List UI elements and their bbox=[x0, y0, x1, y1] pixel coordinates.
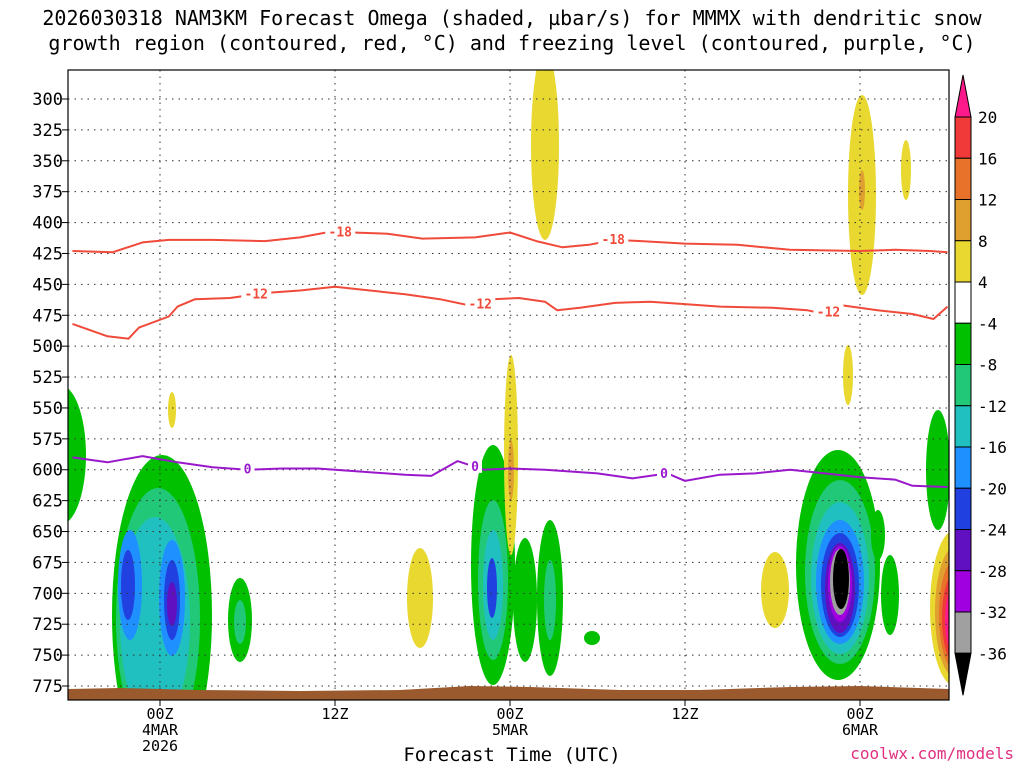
colorbar-swatch bbox=[954, 529, 972, 572]
contour-label: 0 bbox=[660, 467, 668, 482]
contour-label: -18 bbox=[602, 233, 626, 248]
x-tick-label: 00Z bbox=[846, 705, 873, 723]
colorbar-label: 4 bbox=[978, 273, 988, 292]
y-tick-label: 750 bbox=[32, 646, 63, 666]
colorbar-label: -32 bbox=[978, 603, 1007, 622]
y-tick-label: 500 bbox=[32, 337, 63, 357]
terrain-surface bbox=[68, 686, 949, 700]
colorbar-label: 12 bbox=[978, 191, 997, 210]
colorbar-label: -12 bbox=[978, 397, 1007, 416]
y-tick-label: 775 bbox=[32, 677, 63, 697]
ascent-cell-00z-4mar bbox=[68, 388, 252, 700]
chart-title: 2026030318 NAM3KM Forecast Omega (shaded… bbox=[0, 6, 1024, 56]
contour-label-bg bbox=[325, 224, 356, 239]
colorbar-label: -4 bbox=[978, 314, 997, 333]
chart-title-line1: 2026030318 NAM3KM Forecast Omega (shaded… bbox=[42, 6, 982, 30]
colorbar-swatch bbox=[954, 157, 972, 200]
colorbar-swatch bbox=[954, 199, 972, 242]
y-tick-label: 725 bbox=[32, 615, 63, 635]
plot-frame bbox=[67, 69, 950, 701]
colorbar-swatch-top bbox=[954, 74, 972, 118]
colorbar-swatch bbox=[954, 487, 972, 530]
y-tick-label: 425 bbox=[32, 244, 63, 264]
credit-link[interactable]: coolwx.com/models bbox=[850, 744, 1014, 763]
y-tick-label: 375 bbox=[32, 183, 63, 203]
colorbar-swatch-bottom bbox=[954, 652, 972, 696]
colorbar-label: 16 bbox=[978, 149, 997, 168]
ascent-cell-00z-6mar bbox=[761, 95, 949, 684]
y-tick-label: 675 bbox=[32, 553, 63, 573]
colorbar-swatch bbox=[954, 405, 972, 448]
ascent-cell-00z-5mar bbox=[407, 70, 600, 685]
y-tick-label: 475 bbox=[32, 306, 63, 326]
x-tick-label: 00Z bbox=[496, 705, 523, 723]
x-tick-label: 6MAR bbox=[842, 721, 879, 739]
y-tick-label: 575 bbox=[32, 430, 63, 450]
contour-label-bg bbox=[598, 232, 629, 247]
y-tick-label: 325 bbox=[32, 121, 63, 141]
x-tick-label: 12Z bbox=[321, 705, 348, 723]
colorbar-swatch bbox=[954, 446, 972, 489]
contour-dgz_minus18 bbox=[72, 231, 948, 254]
grid-layer bbox=[68, 70, 949, 700]
contour-label: 0 bbox=[244, 463, 252, 478]
y-axis: 300 325 350 375 400 425 450 475 500 525 550 575 600 6… bbox=[32, 90, 68, 697]
colorbar-label: -8 bbox=[978, 356, 997, 375]
colorbar: 20 16 12 8 4 -4 -8 -12 -16 -20 -24 -28 -32 -36 bbox=[954, 74, 1007, 696]
y-tick-label: 400 bbox=[32, 214, 63, 234]
contour-freezing_level bbox=[72, 455, 948, 488]
y-tick-label: 700 bbox=[32, 584, 63, 604]
y-tick-label: 625 bbox=[32, 492, 63, 512]
x-tick-label: 4MAR bbox=[142, 721, 179, 739]
y-tick-label: 550 bbox=[32, 399, 63, 419]
contour-label: -12 bbox=[817, 305, 840, 320]
y-tick-label: 650 bbox=[32, 523, 63, 543]
x-tick-label: 5MAR bbox=[492, 721, 529, 739]
colorbar-swatch bbox=[954, 364, 972, 407]
y-tick-label: 300 bbox=[32, 90, 63, 110]
contour-label: 0 bbox=[471, 460, 479, 475]
chart-title-line2: growth region (contoured, red, °C) and f… bbox=[48, 31, 976, 55]
y-tick-label: 525 bbox=[32, 368, 63, 388]
contour-label: -12 bbox=[245, 287, 268, 302]
colorbar-label: 8 bbox=[978, 232, 988, 251]
colorbar-label: -36 bbox=[978, 644, 1007, 663]
contour-layer: -18 -18 -12 -12 -12 0 0 0 bbox=[72, 224, 949, 488]
colorbar-swatch bbox=[954, 570, 972, 613]
colorbar-swatch bbox=[954, 116, 972, 159]
x-tick-label: 2026 bbox=[142, 737, 178, 755]
colorbar-swatch bbox=[954, 611, 972, 654]
colorbar-swatch bbox=[954, 240, 972, 283]
colorbar-label: -28 bbox=[978, 562, 1007, 581]
y-tick-label: 350 bbox=[32, 152, 63, 172]
terrain-layer bbox=[68, 686, 949, 700]
colorbar-label: -20 bbox=[978, 479, 1007, 498]
colorbar-label: 20 bbox=[978, 108, 997, 127]
contour-label-bg bbox=[241, 286, 272, 301]
contour-label: -12 bbox=[469, 297, 492, 312]
colorbar-label: -16 bbox=[978, 438, 1007, 457]
y-tick-label: 450 bbox=[32, 275, 63, 295]
x-tick-label: 00Z bbox=[146, 705, 173, 723]
contour-label-bg bbox=[465, 296, 496, 311]
omega-shading-layer bbox=[68, 70, 949, 700]
contour-label-bg bbox=[657, 465, 671, 480]
y-tick-label: 600 bbox=[32, 461, 63, 481]
contour-label-bg bbox=[240, 461, 255, 476]
colorbar-swatch bbox=[954, 281, 972, 324]
x-tick-label: 12Z bbox=[671, 705, 698, 723]
x-axis-title: Forecast Time (UTC) bbox=[403, 744, 621, 766]
contour-label: -18 bbox=[329, 225, 353, 240]
colorbar-swatch bbox=[954, 322, 972, 365]
contour-label-bg bbox=[468, 458, 482, 473]
colorbar-label: -24 bbox=[978, 521, 1007, 540]
contour-label-bg bbox=[813, 304, 844, 319]
